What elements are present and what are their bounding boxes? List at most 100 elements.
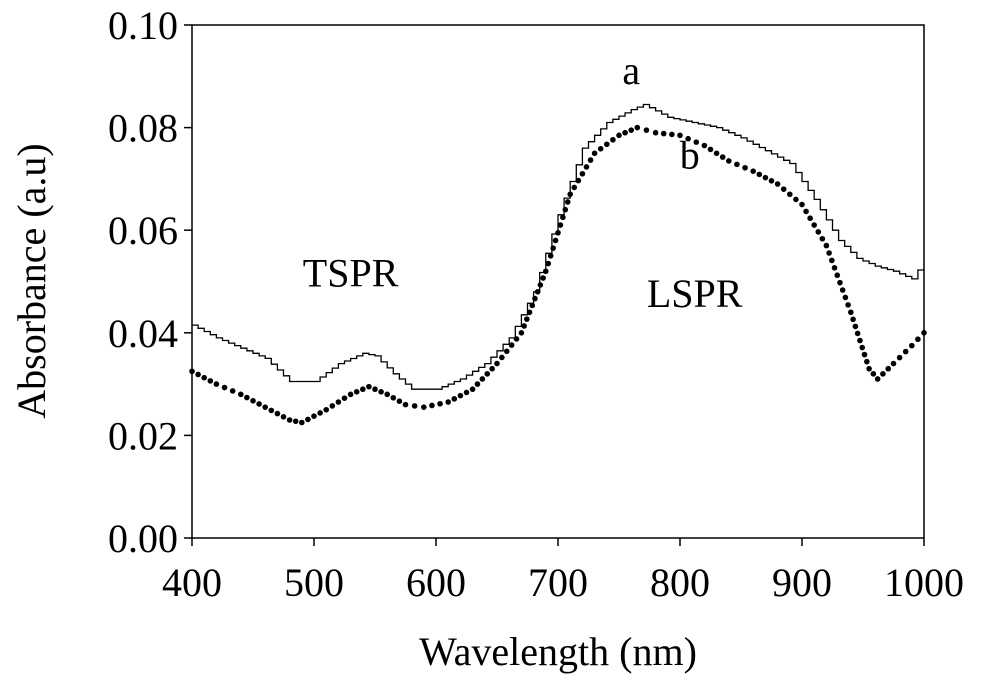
series-b-point [305,416,311,423]
series-b-point [742,164,748,171]
series-b-point [503,348,510,355]
series-b-point [547,253,554,259]
series-b-point [529,302,536,309]
series-b-point [545,260,552,267]
series-b-point [347,391,354,398]
series-b-point [421,404,427,410]
series-b-point [360,386,366,393]
series-b-point [489,365,495,372]
series-b-point [469,386,476,393]
series-b-point [280,414,287,420]
series-b-point [870,371,877,377]
annotation-a: a [622,48,640,93]
series-b-point [250,397,256,404]
series-b-point [402,401,409,408]
series-b-point [543,268,549,275]
series-b-point [256,401,262,407]
series-b-point [274,410,281,417]
series-b-point [669,131,675,138]
series-b-point [451,396,458,402]
series-b-point [845,302,851,308]
series-b-point [411,403,418,409]
series-b-point [643,127,650,133]
series-b-point [524,316,530,322]
series-b-point [874,376,881,382]
series-b-point [518,330,525,336]
series-b-point [616,132,622,139]
series-b-point [463,389,470,396]
series-b-point [780,186,787,192]
series-b-point [457,392,464,399]
annotation-lspr: LSPR [647,271,743,316]
annotation-b: b [680,133,700,178]
series-b-point [762,174,769,181]
series-b-point [268,407,275,414]
y-tick-label: 0.06 [108,208,178,253]
series-b-point [734,161,740,168]
series-b-point [494,360,500,367]
series-b-point [587,157,594,163]
series-b-point [848,309,854,316]
series-b-point [756,171,763,178]
series-b-point [831,265,838,271]
series-b-point [842,294,849,301]
series-b-point [221,384,228,391]
series-b-point [244,394,250,401]
series-b-point [560,214,566,221]
x-tick-label: 500 [284,560,344,605]
series-b-point [201,374,207,381]
series-b-point [885,365,892,372]
series-b-point [229,388,236,394]
x-axis-title: Wavelength (nm) [419,629,697,674]
series-b-point [372,386,378,393]
series-b-point [652,129,659,136]
y-tick-label: 0.04 [108,311,178,356]
series-b-point [774,181,781,187]
series-b-point [534,288,541,295]
series-b-point [807,215,813,222]
series-b-point [839,287,846,293]
series-b-point [713,150,720,157]
series-b-point [857,337,863,344]
series-b-point [815,229,822,235]
y-tick-label: 0.00 [108,516,178,561]
series-b-point [207,378,214,384]
series-b-point [701,142,708,149]
series-b-point [597,145,604,152]
series-b-point [750,168,756,175]
series-b-point [299,419,305,426]
series-b-point [685,135,691,142]
series-b-point [850,316,856,323]
series-b-point [707,146,714,153]
series-b-point [526,309,533,316]
series-b-point [311,413,317,419]
series-b-point [811,222,817,228]
series-b-point [902,348,909,355]
series-b-point [880,371,886,377]
series-b-point [823,242,830,249]
series-b-point [323,406,330,413]
series-b-point [787,191,793,198]
series-b-point [567,191,573,198]
series-b-point [634,124,641,131]
series-b-point [341,395,348,402]
series-b-point [195,371,201,378]
series-b-point [826,250,832,256]
series-b-point [604,141,610,148]
series-b-point [793,196,799,203]
series-b-point [591,150,598,157]
series-b-point [329,403,336,409]
series-b-point [896,354,903,361]
series-b-point [819,235,826,242]
series-b-point [866,365,872,372]
x-tick-label: 700 [528,560,588,605]
series-b-point [366,383,372,390]
series-b-point [429,402,435,409]
series-b-point [622,129,628,136]
series-b-point [335,399,342,405]
series-b-point [513,336,520,342]
series-b-point [579,170,586,177]
annotation-tspr: TSPR [303,251,399,296]
series-a-line [192,103,924,390]
